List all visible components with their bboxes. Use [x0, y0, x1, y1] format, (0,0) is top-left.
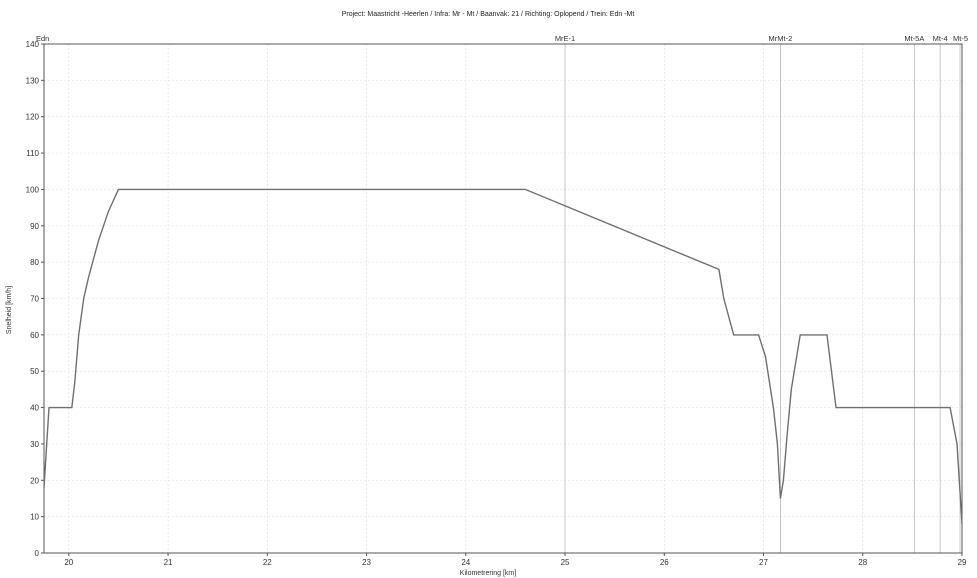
x-tick-label: 22 — [263, 558, 272, 567]
station-label: Edn — [36, 34, 49, 43]
axes — [41, 43, 963, 556]
y-tick-label: 20 — [30, 476, 39, 485]
y-tick-label: 10 — [30, 513, 39, 522]
station-label: MrE-1 — [555, 34, 575, 43]
station-markers: Edn MrE-1 MrMt-2 Mt-5A Mt-4 Mt-5 — [36, 34, 968, 553]
y-tick-label: 120 — [26, 113, 40, 122]
y-tick-label: 30 — [30, 440, 39, 449]
y-tick-label: 50 — [30, 367, 39, 376]
x-tick-label: 21 — [164, 558, 173, 567]
station-label: MrMt-2 — [769, 34, 793, 43]
x-tick-label: 26 — [660, 558, 669, 567]
tick-labels: 0 10 20 30 40 50 60 70 80 90 100 110 120 130 140 20 21 22… — [26, 40, 967, 567]
y-tick-label: 80 — [30, 258, 39, 267]
y-tick-label: 60 — [30, 331, 39, 340]
x-tick-label: 24 — [461, 558, 470, 567]
x-tick-label: 28 — [858, 558, 867, 567]
y-tick-label: 140 — [26, 40, 40, 49]
y-tick-label: 90 — [30, 222, 39, 231]
x-axis-label: Kilometrering [km] — [460, 570, 516, 577]
x-tick-label: 27 — [759, 558, 768, 567]
x-tick-label: 29 — [958, 558, 967, 567]
x-tick-label: 25 — [561, 558, 570, 567]
speed-series-line — [43, 188, 963, 524]
station-label: Mt-5 — [953, 34, 968, 43]
y-tick-label: 130 — [26, 76, 40, 85]
chart-title: Project: Maastricht -Heerlen / Infra: Mr… — [342, 11, 635, 18]
plot-frame — [43, 43, 963, 554]
y-tick-label: 70 — [30, 295, 39, 304]
y-tick-label: 0 — [35, 549, 40, 558]
y-tick-label: 110 — [26, 149, 39, 158]
y-tick-label: 40 — [30, 404, 39, 413]
x-tick-label: 23 — [362, 558, 371, 567]
grid — [44, 44, 963, 553]
y-axis-label: Snelheid [km/h] — [6, 286, 13, 334]
station-label: Mt-5A — [904, 34, 924, 43]
station-label: Mt-4 — [933, 34, 948, 43]
series — [43, 188, 963, 524]
y-tick-label: 100 — [26, 185, 40, 194]
x-tick-label: 20 — [64, 558, 73, 567]
